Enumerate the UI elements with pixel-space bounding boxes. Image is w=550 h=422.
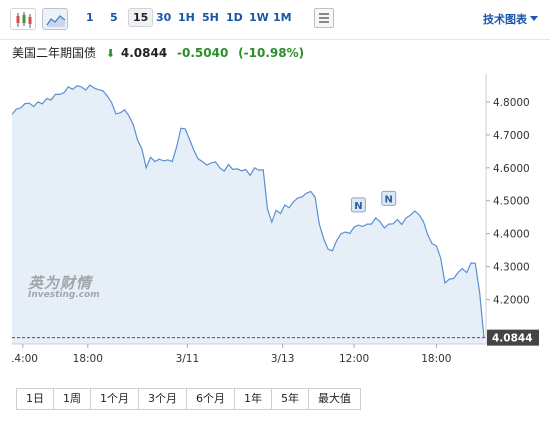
timeframe-5[interactable]: 5 [110,11,118,24]
price-line [11,84,485,338]
y-tick-label: 4.2000 [493,295,530,307]
period-1y[interactable]: 1年 [235,388,272,410]
timeframe-30[interactable]: 30 [156,11,172,24]
period-1w[interactable]: 1周 [54,388,91,410]
instrument-header: 美国二年期国债 ⬇ 4.0844 -0.5040 (-10.98%) [12,44,304,64]
timeframe-1w[interactable]: 1W [249,11,269,24]
y-tick-label: 4.6000 [493,163,530,175]
x-tick-label: 3/11 [176,353,200,365]
y-tick-label: 4.4000 [493,229,530,241]
news-marker [381,190,397,206]
investing-logo: 英为财情 Investing.com [28,272,108,300]
area-chart-icon [46,15,66,27]
period-selector: 1日 1周 1个月 3个月 6个月 1年 5年 最大值 [16,388,361,410]
price-change-percent: (-10.98%) [238,46,305,60]
area-chart-button[interactable] [42,8,68,30]
timeframe-1d[interactable]: 1D [226,11,243,24]
timeframe-15[interactable]: 15 [128,8,154,27]
period-5y[interactable]: 5年 [272,388,309,410]
watermark-line1: 英为财情 [28,274,93,292]
y-tick-label: 4.7000 [493,130,530,142]
chart-toolbar: 1 5 15 30 1H 5H 1D 1W 1M 技术图表 [0,0,550,40]
news-marker [350,197,366,213]
indicators-icon[interactable] [314,8,334,28]
timeframe-1h[interactable]: 1H [178,11,195,24]
news-marker-label: N [354,201,362,212]
candlestick-icon [16,12,32,28]
timeframe-1[interactable]: 1 [86,11,94,24]
technical-chart-label: 技术图表 [483,13,527,26]
x-tick-label: 14:00 [12,353,38,365]
price-area [12,85,484,344]
x-tick-label: 18:00 [73,353,103,365]
technical-chart-link[interactable]: 技术图表 [483,11,538,27]
period-1m[interactable]: 1个月 [91,388,139,410]
x-tick-label: 3/13 [271,353,295,365]
price-change: -0.5040 [177,46,229,60]
period-6m[interactable]: 6个月 [187,388,235,410]
x-tick-label: 18:00 [421,353,451,365]
instrument-name: 美国二年期国债 [12,46,97,60]
period-max[interactable]: 最大值 [309,388,361,410]
last-price: 4.0844 [120,46,168,60]
news-marker-label: N [385,194,393,205]
arrow-down-icon: ⬇ [105,47,116,60]
y-tick-label: 4.3000 [493,262,530,274]
last-price-label: 4.0844 [492,333,533,345]
price-chart-svg: 4.8000 4.7000 4.6000 4.5000 4.4000 4.3000 4.20… [8,74,539,365]
period-3m[interactable]: 3个月 [139,388,187,410]
y-tick-label: 4.5000 [493,196,530,208]
x-tick-label: 12:00 [339,353,369,365]
timeframe-5h[interactable]: 5H [202,11,219,24]
candlestick-chart-button[interactable] [10,8,36,30]
last-price-box [487,329,539,346]
chevron-down-icon [530,16,538,21]
price-chart[interactable]: 4.8000 4.7000 4.6000 4.5000 4.4000 4.3000 4.20… [8,74,539,366]
timeframe-1m[interactable]: 1M [273,11,292,24]
period-1d[interactable]: 1日 [16,388,54,410]
watermark-line2: Investing.com [28,290,100,300]
y-tick-label: 4.8000 [493,97,530,109]
